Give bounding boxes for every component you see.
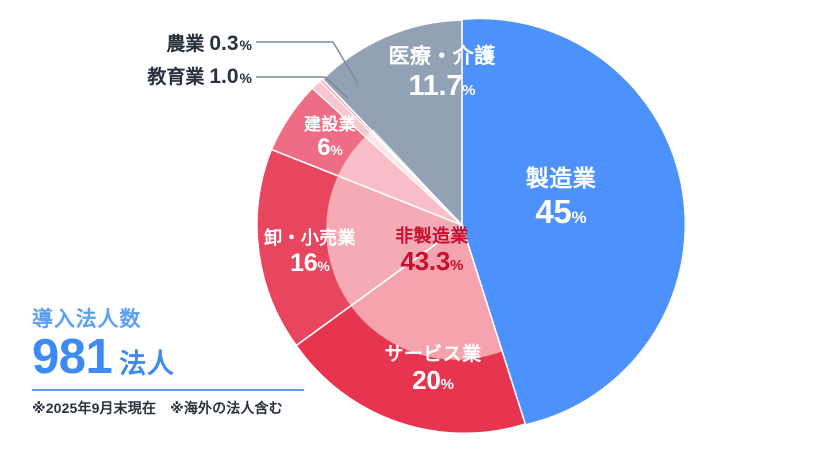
pie-slice-medical[interactable]: [321, 19, 463, 227]
leader-line-education: [256, 76, 349, 99]
stat-value-row: 981 法人: [32, 330, 312, 385]
pie-inner-nonmanufacturing[interactable]: [326, 129, 503, 360]
pie-slice-manufacturing[interactable]: [462, 19, 685, 425]
stat-divider: [32, 388, 304, 391]
stat-unit: 法人: [119, 349, 175, 380]
leader-line-agriculture: [256, 41, 359, 85]
stat-title: 導入法人数: [32, 308, 142, 331]
stat-block: 導入法人数 981 法人 ※2025年9月末現在 ※海外の法人含む: [32, 308, 312, 418]
stat-notes: ※2025年9月末現在 ※海外の法人含む: [32, 398, 312, 418]
stat-note-overseas: ※海外の法人含む: [170, 399, 283, 416]
stat-note-date: ※2025年9月末現在: [32, 399, 157, 416]
stat-number: 981: [32, 330, 113, 385]
